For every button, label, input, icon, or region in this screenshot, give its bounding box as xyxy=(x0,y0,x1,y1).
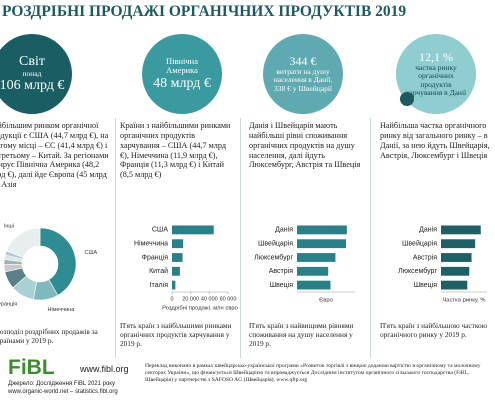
bar xyxy=(441,225,481,235)
highlight-caption: витрати на душу населення в Данії, 338 €… xyxy=(273,67,333,93)
bar xyxy=(297,266,329,276)
highlight-value: 12,1 % xyxy=(419,49,453,64)
highlight-caption: частка ринку органічних продуктів харчув… xyxy=(405,63,467,97)
bar xyxy=(172,280,176,290)
caption: П'ять країн з найбільшою часткою органіч… xyxy=(380,321,488,339)
caption: П'ять країн з найвищими рівнями споживан… xyxy=(249,321,354,348)
y-tick-label: Швейцарія xyxy=(258,240,293,248)
y-tick-label: Австрія xyxy=(269,267,293,275)
pie-label: Німеччина xyxy=(48,307,76,313)
bar xyxy=(172,239,184,249)
separator xyxy=(370,118,371,358)
y-tick-label: Італія xyxy=(150,281,169,289)
pie-slice xyxy=(6,227,41,258)
highlight-top: Світ xyxy=(19,54,45,70)
y-tick-label: Данія xyxy=(275,226,293,234)
y-tick-label: Швейцарія xyxy=(402,240,437,248)
highlight-middle: понад xyxy=(22,68,42,78)
bar xyxy=(172,225,214,235)
y-tick-label: Австрія xyxy=(413,253,437,261)
y-tick-label: Швеція xyxy=(414,281,438,289)
y-tick-label: Франція xyxy=(142,253,169,261)
pie-label: Франція xyxy=(0,301,17,307)
note: Переклад виконано в рамках швейцарсько-у… xyxy=(145,363,481,383)
column-text: Найбільша частка органічного ринку від з… xyxy=(380,121,490,160)
y-tick-label: США xyxy=(152,227,168,234)
bar xyxy=(172,266,180,276)
separator xyxy=(115,118,116,358)
pie-slice xyxy=(39,227,77,296)
y-tick-label: Данія xyxy=(419,226,437,234)
pie-label: Інші xyxy=(4,223,14,229)
title: РОЗДРІБНІ ПРОДАЖІ ОРГАНІЧНИХ ПРОДУКТІВ 2… xyxy=(2,3,407,20)
highlight: Північна Америка 48 млрд € xyxy=(142,34,222,114)
bar xyxy=(297,253,336,262)
highlight-value: 344 € xyxy=(289,54,317,69)
y-tick-label: Люксембург xyxy=(398,267,437,275)
dot xyxy=(400,92,414,106)
source-links: www.organic-world.net – statistics.fibl.… xyxy=(8,389,118,395)
highlight: Світ понад 106 млрд € xyxy=(0,34,72,114)
highlight-value: 106 млрд € xyxy=(0,78,65,94)
bar xyxy=(441,239,476,249)
bar xyxy=(441,253,472,262)
highlight: 344 € витрати на душу населення в Данії,… xyxy=(263,34,343,114)
highlight-value: 48 млрд € xyxy=(153,75,211,91)
site: www.fibl.org xyxy=(80,364,129,374)
logo: FiBL xyxy=(8,356,55,379)
x-axis-label: Євро xyxy=(319,298,333,304)
caption: Розподіл роздрібних продажів за країнами… xyxy=(0,327,98,345)
highlight-top: Північна Америка xyxy=(165,55,199,76)
x-axis-label: Роздрібні продажі, млн євро xyxy=(162,306,238,312)
bar xyxy=(441,266,470,276)
bar xyxy=(297,239,347,249)
column-text: Данія і Швейцарія мають найбільші рівні … xyxy=(249,121,361,170)
pie-label: США xyxy=(84,250,97,256)
column-text: Найбільшим ринком органічної продукції є… xyxy=(0,121,109,190)
y-tick-label: Китай xyxy=(149,267,168,275)
bar xyxy=(441,280,468,290)
x-tick-label: 20 000 xyxy=(182,296,199,302)
x-axis-label: Частка ринку, % xyxy=(442,298,485,304)
bar xyxy=(297,225,347,235)
source: Джерело: Дослідження FiBL 2021 року xyxy=(8,381,115,387)
separator xyxy=(240,118,241,358)
x-tick-label: 40 000 xyxy=(201,296,218,302)
y-tick-label: Німеччина xyxy=(134,240,168,248)
column-text: Країни з найбільшими ринками органічних … xyxy=(120,121,231,180)
x-tick-label: 0 xyxy=(170,296,173,302)
x-tick-label: 60 000 xyxy=(220,296,237,302)
y-tick-label: Люксембург xyxy=(254,253,293,261)
bar xyxy=(172,253,183,262)
bar xyxy=(297,280,331,290)
y-tick-label: Швеція xyxy=(270,281,294,289)
caption: П'ять країн з найбільшими ринками органі… xyxy=(120,321,232,348)
